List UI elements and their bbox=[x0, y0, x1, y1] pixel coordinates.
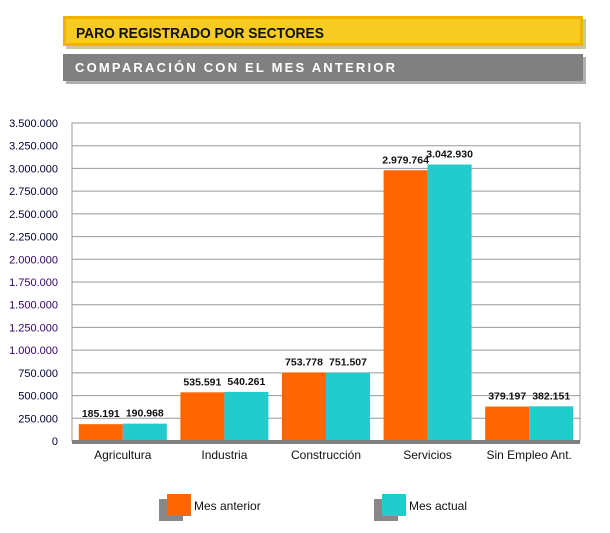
y-tick-label: 1.750.000 bbox=[9, 277, 58, 289]
x-tick-label: Construcción bbox=[291, 448, 361, 462]
bar-mes-anterior bbox=[485, 406, 530, 441]
y-tick-label: 2.500.000 bbox=[9, 209, 58, 221]
data-label: 540.261 bbox=[227, 376, 265, 388]
data-label: 382.151 bbox=[532, 390, 570, 402]
data-label: 3.042.930 bbox=[426, 149, 473, 161]
chart-title: PARO REGISTRADO POR SECTORES bbox=[76, 25, 324, 42]
bar-mes-anterior bbox=[383, 170, 428, 441]
y-tick-label: 1.250.000 bbox=[9, 322, 58, 334]
legend-label-mes-actual: Mes actual bbox=[409, 499, 468, 513]
bar-mes-actual bbox=[529, 406, 574, 441]
bar-mes-anterior bbox=[180, 392, 225, 441]
y-tick-label: 500.000 bbox=[18, 391, 58, 403]
y-tick-label: 250.000 bbox=[18, 413, 58, 425]
x-tick-label: Agricultura bbox=[94, 448, 152, 462]
y-tick-label: 3.000.000 bbox=[9, 163, 58, 175]
y-tick-label: 2.250.000 bbox=[9, 232, 58, 244]
data-label: 751.507 bbox=[329, 357, 367, 369]
bar-mes-actual bbox=[326, 372, 370, 441]
y-tick-label: 1.000.000 bbox=[9, 345, 58, 357]
legend-swatch-mes-actual bbox=[382, 494, 406, 516]
x-tick-label: Industria bbox=[201, 448, 247, 462]
data-label: 379.197 bbox=[488, 391, 526, 403]
legend-label-mes-anterior: Mes anterior bbox=[194, 499, 261, 513]
bar-mes-actual bbox=[122, 423, 167, 441]
bar-mes-actual bbox=[427, 164, 472, 441]
bar-mes-anterior bbox=[282, 372, 326, 441]
legend-swatch-mes-anterior bbox=[167, 494, 191, 516]
data-label: 753.778 bbox=[285, 357, 323, 369]
y-tick-label: 0 bbox=[52, 436, 58, 448]
chart-subtitle: COMPARACIÓN CON EL MES ANTERIOR bbox=[75, 60, 398, 75]
bar-mes-actual bbox=[224, 391, 269, 441]
y-tick-label: 3.250.000 bbox=[9, 141, 58, 153]
bar-mes-anterior bbox=[78, 424, 123, 441]
x-axis-floor bbox=[72, 440, 580, 444]
y-tick-label: 3.500.000 bbox=[9, 118, 58, 130]
data-label: 190.968 bbox=[126, 408, 164, 420]
y-tick-label: 750.000 bbox=[18, 368, 58, 380]
data-label: 2.979.764 bbox=[382, 154, 429, 166]
chart-subtitle-banner: COMPARACIÓN CON EL MES ANTERIOR bbox=[63, 54, 583, 81]
x-tick-label: Servicios bbox=[403, 448, 452, 462]
y-tick-label: 1.500.000 bbox=[9, 300, 58, 312]
data-label: 535.591 bbox=[183, 376, 221, 388]
x-tick-label: Sin Empleo Ant. bbox=[487, 448, 572, 462]
y-tick-label: 2.000.000 bbox=[9, 254, 58, 266]
y-tick-label: 2.750.000 bbox=[9, 186, 58, 198]
chart-title-banner: PARO REGISTRADO POR SECTORES bbox=[63, 16, 583, 46]
data-label: 185.191 bbox=[82, 408, 120, 420]
